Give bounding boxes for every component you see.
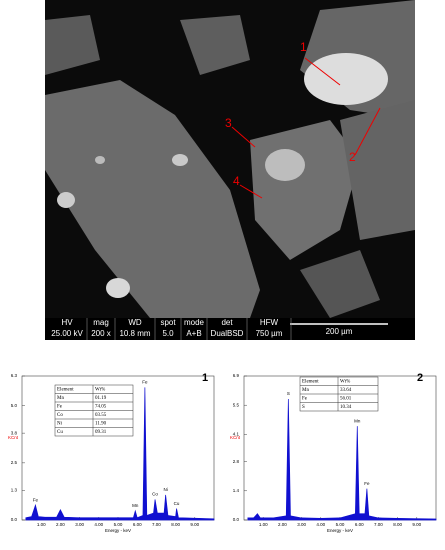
y-tick-label: 4.1 xyxy=(233,432,240,437)
peak-label: S xyxy=(287,391,290,396)
y-axis-label: KCnt xyxy=(230,435,241,440)
spectrum xyxy=(247,398,437,521)
peak-label: Fe xyxy=(33,497,39,502)
table-cell: Co xyxy=(57,413,63,418)
x-axis-label: Energy - keV xyxy=(327,528,353,533)
info-key: HFW xyxy=(260,318,279,327)
x-tick-label: 6.00 xyxy=(133,522,142,527)
region-label: 3 xyxy=(225,116,232,130)
region-label: 4 xyxy=(233,174,240,188)
table-cell: 03.55 xyxy=(95,413,107,418)
table-cell: 01.19 xyxy=(95,396,107,401)
y-tick-label: 5.5 xyxy=(233,402,240,407)
scale-bar-label: 200 µm xyxy=(326,327,353,336)
table-cell: 10.34 xyxy=(340,405,352,410)
info-bar: HV 25.00 kV mag 200 x WD 10.8 mm spot 5.0 mode A+… xyxy=(51,318,292,340)
x-tick-label: 7.00 xyxy=(374,522,383,527)
y-tick-label: 0.0 xyxy=(11,517,18,522)
info-key: spot xyxy=(160,318,176,327)
y-tick-label: 3.8 xyxy=(11,430,18,435)
y-tick-label: 5.0 xyxy=(11,403,18,408)
table-cell: Fe xyxy=(57,404,63,409)
peak-label: Cu xyxy=(174,501,180,506)
info-key: mag xyxy=(93,318,109,327)
table-cell: 74.05 xyxy=(95,404,107,409)
info-value: 750 µm xyxy=(256,329,283,338)
table-cell: Ni xyxy=(57,421,63,426)
peak-label: Fe xyxy=(142,380,148,385)
info-value: 25.00 kV xyxy=(51,329,83,338)
info-value: 10.8 mm xyxy=(119,329,150,338)
x-tick-label: 5.00 xyxy=(336,522,345,527)
table-cell: 11.90 xyxy=(95,421,107,426)
info-key: det xyxy=(221,318,233,327)
spectra: 0.0 1.3 2.5 3.8 5.0 6.3 1.00 2.00 3.00 4.00 5.00 6.… xyxy=(8,372,437,533)
table-cell: Element xyxy=(302,379,319,384)
peak-label: Mn xyxy=(354,418,361,423)
info-value: A+B xyxy=(186,329,201,338)
table-cell: 56.01 xyxy=(340,396,352,401)
table-cell: Cu xyxy=(57,430,63,435)
table-cell: Wt% xyxy=(95,387,105,392)
x-tick-label: 7.00 xyxy=(152,522,161,527)
info-value: DualBSD xyxy=(211,329,244,338)
info-value: 5.0 xyxy=(162,329,174,338)
sem-image xyxy=(45,0,415,340)
table-cell: Element xyxy=(57,387,74,392)
x-tick-label: 5.00 xyxy=(114,522,123,527)
panel-number: 2 xyxy=(417,372,423,384)
y-tick-label: 6.9 xyxy=(233,373,240,378)
x-axis-label: Energy - keV xyxy=(105,528,131,533)
table-cell: 09.31 xyxy=(95,430,107,435)
y-tick-label: 2.8 xyxy=(233,459,240,464)
x-tick-label: 9.00 xyxy=(190,522,199,527)
peak-label: Fe xyxy=(364,481,370,486)
region-label: 1 xyxy=(300,40,307,54)
peak-label: Mn xyxy=(132,503,139,508)
y-tick-label: 2.5 xyxy=(11,460,18,465)
panel-number: 1 xyxy=(202,372,208,384)
x-tick-label: 9.00 xyxy=(412,522,421,527)
table-cell: 33.64 xyxy=(340,388,352,393)
x-tick-label: 1.00 xyxy=(37,522,46,527)
region-label: 2 xyxy=(349,150,356,164)
x-tick-label: 3.00 xyxy=(297,522,306,527)
y-tick-label: 1.3 xyxy=(11,487,18,492)
table-cell: Mn xyxy=(57,396,64,401)
y-axis-label: KCnt xyxy=(8,435,19,440)
x-tick-label: 2.00 xyxy=(56,522,65,527)
table-cell: Mn xyxy=(302,388,309,393)
spectrum xyxy=(25,387,215,521)
x-tick-label: 4.00 xyxy=(316,522,325,527)
info-key: mode xyxy=(184,318,205,327)
x-tick-label: 3.00 xyxy=(75,522,84,527)
info-key: WD xyxy=(128,318,142,327)
x-tick-label: 1.00 xyxy=(259,522,268,527)
info-value: 200 x xyxy=(91,329,111,338)
x-tick-label: 4.00 xyxy=(94,522,103,527)
y-tick-label: 6.3 xyxy=(11,373,18,378)
x-tick-label: 8.00 xyxy=(171,522,180,527)
sem-labels: 1 2 3 4 xyxy=(225,40,356,188)
table-cell: Fe xyxy=(302,396,308,401)
info-key: HV xyxy=(61,318,73,327)
x-tick-label: 8.00 xyxy=(393,522,402,527)
x-tick-label: 2.00 xyxy=(278,522,287,527)
peak-label: Ni xyxy=(163,487,167,492)
y-tick-label: 0.0 xyxy=(233,517,240,522)
table-cell: Wt% xyxy=(340,379,350,384)
x-tick-label: 6.00 xyxy=(355,522,364,527)
peak-label: Co xyxy=(152,492,158,497)
y-tick-label: 1.4 xyxy=(233,488,240,493)
table-cell: S xyxy=(302,405,305,410)
